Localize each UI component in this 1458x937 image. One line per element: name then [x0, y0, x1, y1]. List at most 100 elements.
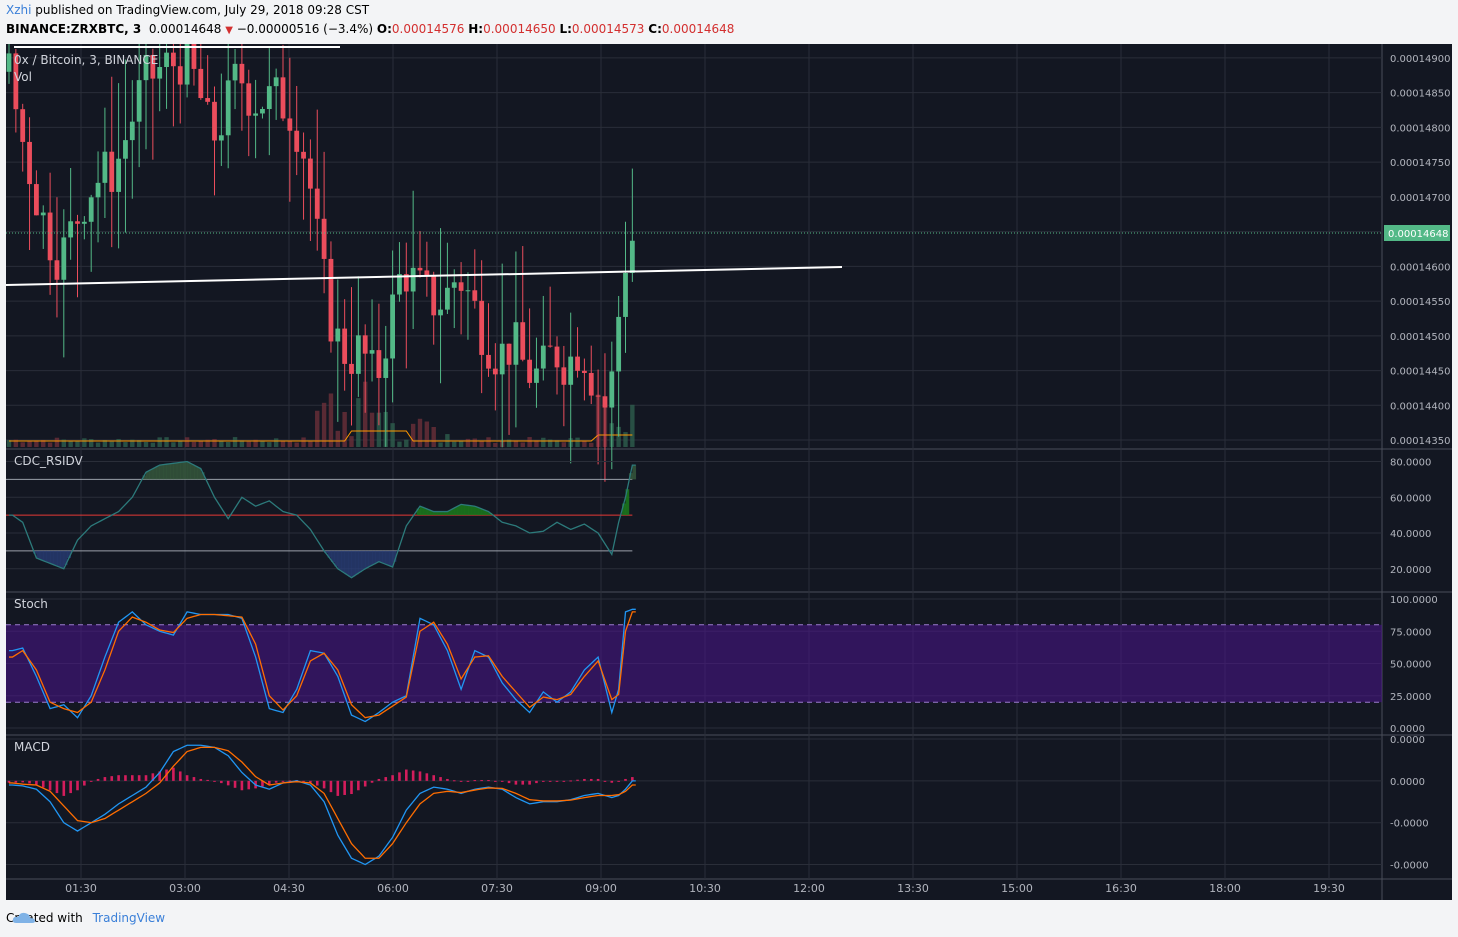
macd-histogram-bar: [617, 780, 620, 782]
candle-body: [575, 356, 580, 371]
candle-body: [362, 335, 368, 354]
price-tick-label: 0.00014550: [1390, 297, 1450, 308]
rsi-bull-fill: [416, 508, 421, 516]
macd-histogram-bar: [96, 778, 100, 781]
chart-svg[interactable]: 01:30 03:00 04:30 06:00 07:30 09:00 10:30 12:00…: [6, 44, 1452, 900]
rsi-oversold-fill: [327, 550, 332, 558]
rsi-pane-title: CDC_RSIDV: [14, 454, 84, 468]
rsi-oversold-fill: [334, 550, 339, 567]
volume-bar: [452, 441, 457, 447]
price-tick-label: 0.00014450: [1390, 367, 1450, 378]
candle-body: [198, 68, 204, 99]
macd-histogram-bar: [226, 780, 230, 786]
macd-histogram-bar: [247, 780, 251, 790]
volume-bar: [356, 398, 361, 447]
volume-bar: [294, 442, 299, 447]
rsi-overbought-fill: [169, 463, 174, 480]
volume-bar: [61, 439, 66, 447]
volume-bar: [321, 402, 327, 447]
low-value: 0.00014573: [571, 22, 645, 36]
candle-body: [184, 44, 190, 85]
candle-body: [513, 322, 519, 365]
macd-histogram-bar: [192, 777, 196, 781]
stoch-tick-label: 50.0000: [1390, 660, 1431, 671]
chart-area[interactable]: 01:30 03:00 04:30 06:00 07:30 09:00 10:30 12:00…: [6, 44, 1452, 900]
volume-bar: [27, 441, 32, 447]
price-tick-label: 0.00014350: [1390, 436, 1450, 447]
rsi-bull-fill: [622, 503, 626, 516]
candle-body: [34, 184, 39, 216]
time-tick-label: 06:00: [377, 882, 409, 895]
price-tick-label: 0.00014750: [1390, 158, 1450, 169]
volume-bar: [198, 440, 203, 447]
volume-bar: [541, 437, 546, 447]
volume-bar: [82, 438, 87, 447]
price-tick-label: 0.00014400: [1390, 401, 1450, 412]
rsi-oversold-fill: [324, 550, 328, 554]
rsi-tick-label: 60.0000: [1390, 493, 1431, 504]
candle-body: [534, 368, 539, 383]
volume-bar: [205, 439, 210, 447]
time-tick-label: 03:00: [169, 882, 201, 895]
stoch-k-line: [9, 608, 636, 723]
volume-bar: [13, 439, 19, 447]
rsi-oversold-fill: [344, 550, 349, 575]
candle-body: [445, 287, 450, 310]
candle-body: [102, 151, 108, 183]
candle-body: [472, 290, 478, 301]
volume-bar: [253, 439, 258, 447]
macd-histogram-bar: [432, 775, 435, 781]
tradingview-brand-link[interactable]: TradingView: [92, 911, 166, 925]
candle-body: [171, 52, 176, 67]
macd-tick-label: 0.0000: [1390, 735, 1425, 746]
rsi-overbought-fill: [173, 463, 178, 480]
volume-bar: [506, 439, 512, 447]
macd-histogram-bar: [480, 780, 483, 782]
macd-histogram-bar: [69, 780, 72, 794]
rsi-tick-label: 80.0000: [1390, 458, 1431, 469]
volume-label: Vol: [14, 70, 32, 84]
time-tick-label: 15:00: [1001, 882, 1033, 895]
time-tick-label: 12:00: [793, 882, 825, 895]
time-tick-label: 18:00: [1209, 882, 1241, 895]
macd-histogram-bar: [555, 780, 559, 782]
macd-histogram-bar: [466, 780, 470, 782]
macd-histogram-bar: [370, 780, 374, 783]
candle-body: [273, 77, 279, 87]
volume-bar: [390, 423, 395, 447]
macd-histogram-bar: [548, 780, 552, 782]
volume-bar: [157, 437, 162, 447]
macd-histogram-bar: [172, 767, 175, 781]
macd-line: [9, 744, 636, 866]
candle-body: [191, 44, 197, 69]
rsi-oversold-fill: [67, 550, 71, 559]
candle-body: [623, 272, 628, 317]
rsi-oversold-fill: [60, 550, 65, 569]
rsi-overbought-fill: [149, 469, 154, 480]
last-price-label: 0.00014648: [1388, 229, 1448, 240]
volume-bar: [534, 440, 539, 447]
macd-histogram-bar: [7, 780, 11, 783]
candle-body: [287, 118, 293, 131]
time-tick-label: 16:30: [1105, 882, 1137, 895]
macd-histogram-bar: [363, 780, 367, 787]
macd-histogram-bar: [589, 778, 593, 781]
candle-body: [486, 354, 491, 369]
volume-bar: [424, 421, 430, 447]
macd-pane-title: MACD: [14, 740, 50, 754]
rsi-bull-fill: [467, 505, 472, 516]
volume-bar: [109, 441, 114, 447]
candle-body: [602, 396, 608, 408]
author-link[interactable]: Xzhi: [6, 3, 32, 17]
volume-bar: [171, 442, 176, 447]
candle-body: [465, 290, 471, 292]
candle-body: [328, 258, 334, 342]
rsi-oversold-fill: [354, 550, 359, 575]
volume-bar: [41, 439, 46, 447]
macd-histogram-bar: [110, 776, 114, 781]
rsi-overbought-fill: [146, 471, 150, 480]
volume-bar: [143, 441, 149, 447]
candle-body: [260, 109, 265, 114]
macd-histogram-bar: [631, 777, 634, 781]
macd-histogram-bar: [583, 778, 586, 781]
